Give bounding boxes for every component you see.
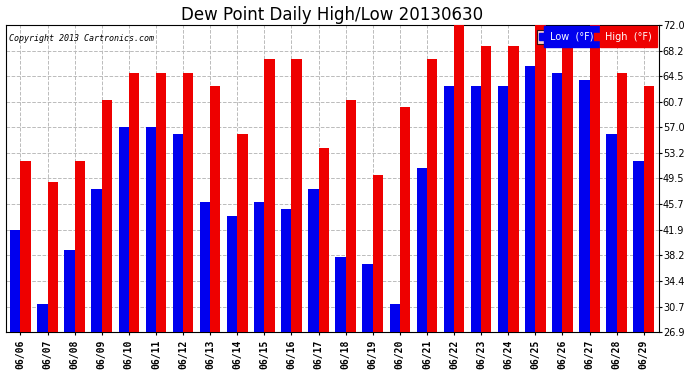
Bar <box>607 134 617 332</box>
Bar <box>237 134 248 332</box>
Bar <box>335 257 346 332</box>
Bar <box>146 128 156 332</box>
Bar <box>481 45 491 332</box>
Bar <box>346 100 356 332</box>
Bar <box>172 134 183 332</box>
Bar <box>156 73 166 332</box>
Bar <box>362 264 373 332</box>
Bar <box>417 168 427 332</box>
Bar <box>64 250 75 332</box>
Bar <box>254 202 264 332</box>
Bar <box>48 182 58 332</box>
Bar <box>92 189 101 332</box>
Bar <box>264 59 275 332</box>
Bar <box>373 175 383 332</box>
Bar <box>227 216 237 332</box>
Bar <box>471 87 481 332</box>
Bar <box>291 59 302 332</box>
Bar <box>579 80 589 332</box>
Title: Dew Point Daily High/Low 20130630: Dew Point Daily High/Low 20130630 <box>181 6 483 24</box>
Bar <box>454 25 464 332</box>
Bar <box>75 161 85 332</box>
Bar <box>633 161 644 332</box>
Bar <box>129 73 139 332</box>
Bar <box>101 100 112 332</box>
Bar <box>562 45 573 332</box>
Bar <box>390 304 400 332</box>
Bar <box>281 209 291 332</box>
Bar <box>617 73 627 332</box>
Bar <box>509 45 519 332</box>
Bar <box>535 25 546 332</box>
Text: Copyright 2013 Cartronics.com: Copyright 2013 Cartronics.com <box>9 34 154 44</box>
Bar <box>210 87 220 332</box>
Bar <box>444 87 454 332</box>
Legend: Low  (°F), High  (°F): Low (°F), High (°F) <box>538 30 654 44</box>
Bar <box>427 59 437 332</box>
Bar <box>400 107 410 332</box>
Bar <box>589 25 600 332</box>
Bar <box>525 66 535 332</box>
Bar <box>308 189 319 332</box>
Bar <box>21 161 31 332</box>
Bar <box>119 128 129 332</box>
Bar <box>200 202 210 332</box>
Bar <box>644 87 654 332</box>
Bar <box>10 230 21 332</box>
Bar <box>183 73 193 332</box>
Bar <box>37 304 48 332</box>
Bar <box>498 87 509 332</box>
Bar <box>552 73 562 332</box>
Bar <box>319 148 329 332</box>
